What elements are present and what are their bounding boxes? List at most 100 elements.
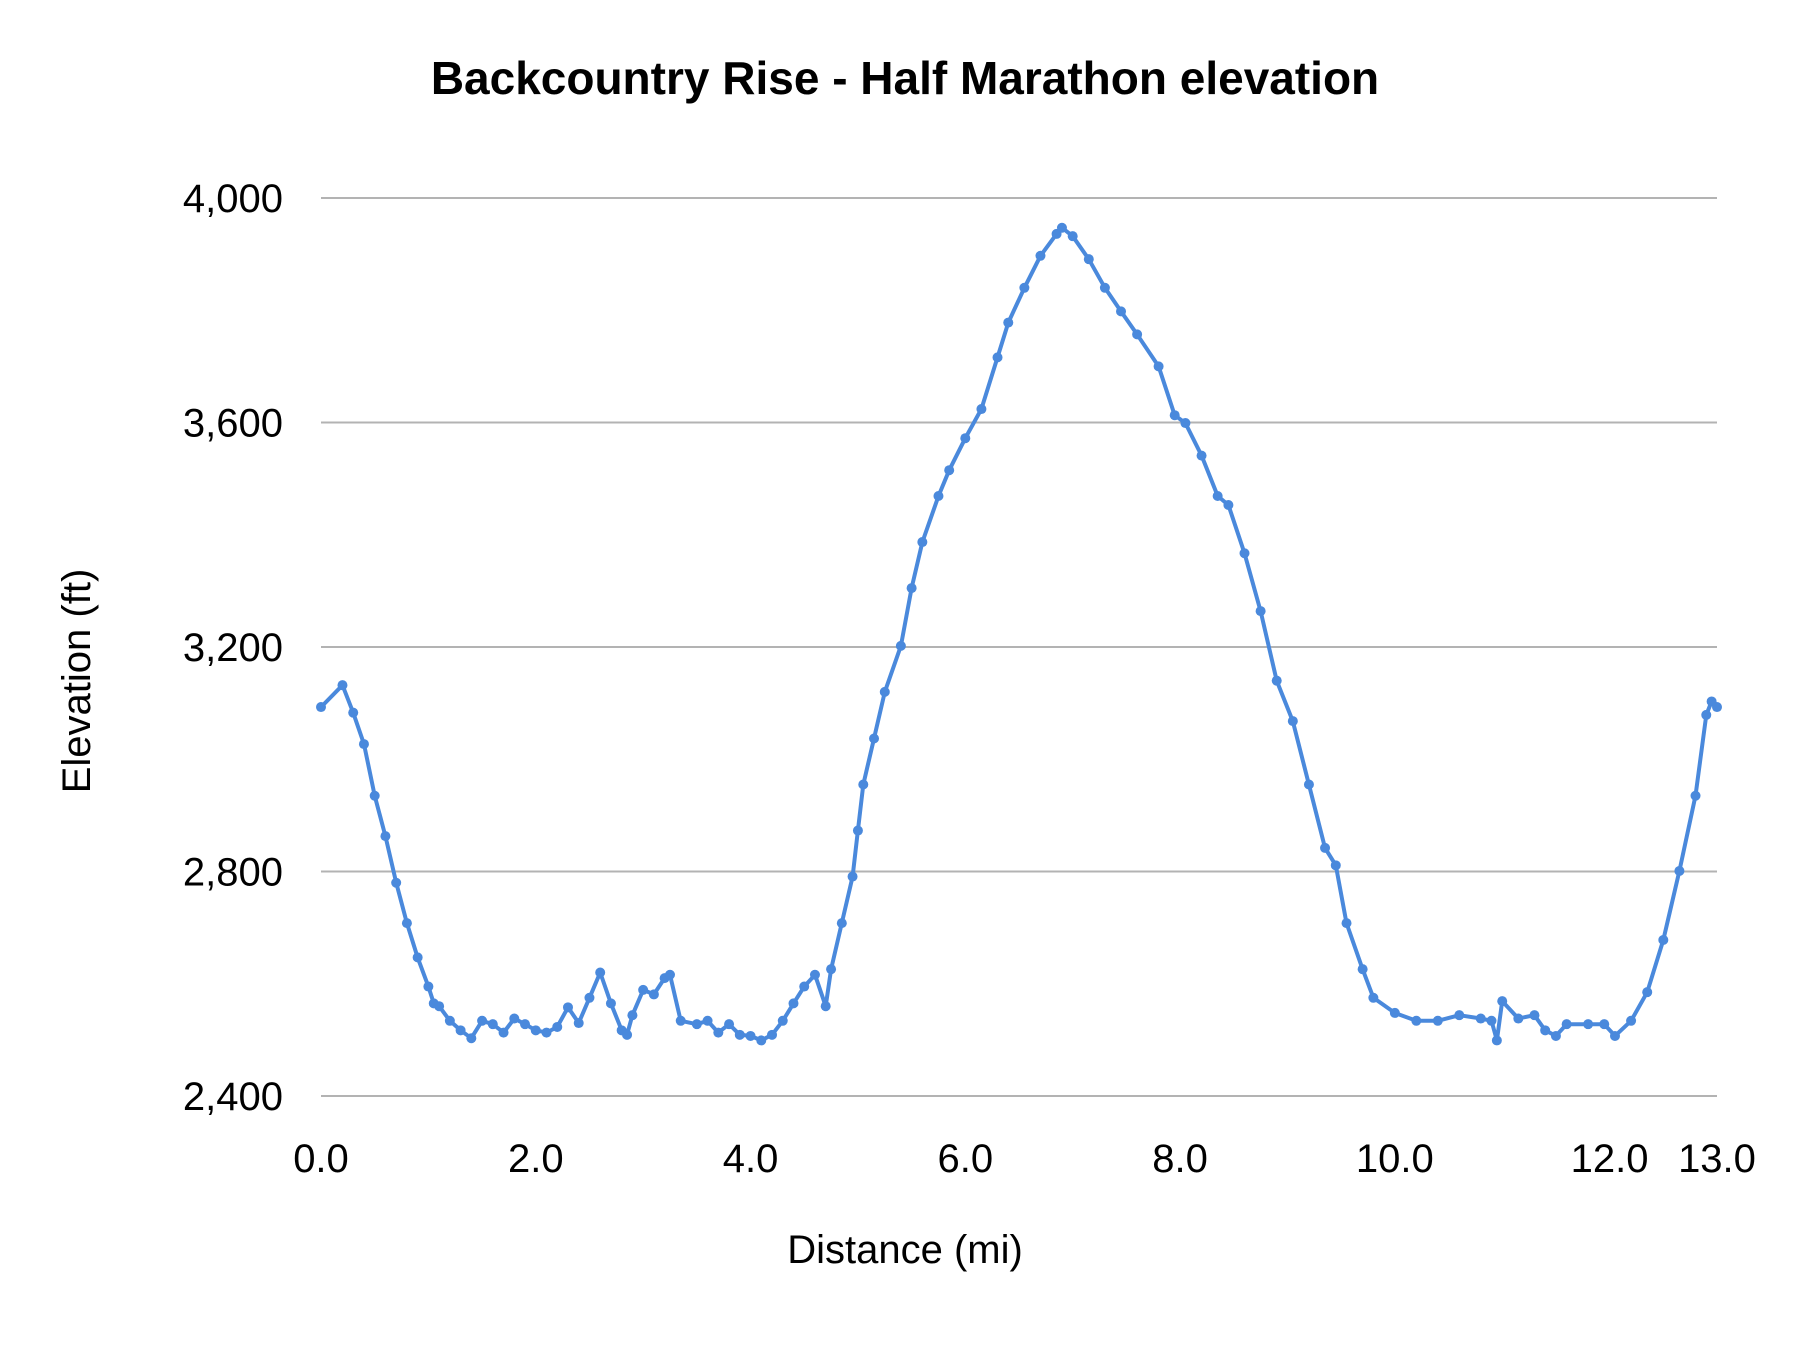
data-point <box>1475 1013 1486 1024</box>
data-point <box>466 1033 477 1044</box>
data-point <box>434 1001 445 1012</box>
data-point <box>799 981 810 992</box>
data-point <box>423 981 434 992</box>
data-point <box>767 1029 778 1040</box>
data-point <box>1561 1019 1572 1030</box>
data-point <box>1454 1010 1465 1021</box>
data-point <box>1491 1035 1502 1046</box>
data-point <box>316 702 326 713</box>
data-point <box>820 1001 831 1012</box>
data-point <box>1497 996 1508 1007</box>
y-tick-label: 2,400 <box>183 1075 283 1119</box>
x-tick-label: 12.0 <box>1571 1137 1649 1181</box>
data-point <box>1486 1015 1497 1026</box>
data-point <box>1019 282 1030 293</box>
data-point <box>1389 1007 1400 1018</box>
data-point <box>627 1010 638 1021</box>
y-tick-label: 4,000 <box>183 177 283 221</box>
data-point <box>552 1021 563 1032</box>
data-point <box>724 1019 735 1030</box>
data-point <box>605 998 616 1009</box>
data-point <box>788 998 799 1009</box>
data-point <box>487 1019 498 1030</box>
data-point <box>455 1025 466 1036</box>
x-tick-label: 2.0 <box>508 1137 564 1181</box>
data-point <box>702 1015 713 1026</box>
data-point <box>1529 1010 1540 1021</box>
data-point <box>1411 1015 1422 1026</box>
data-point <box>1674 865 1685 876</box>
data-point <box>1599 1019 1610 1030</box>
x-tick-label: 13.0 <box>1678 1137 1756 1181</box>
data-point <box>1271 675 1282 686</box>
data-point <box>444 1015 455 1026</box>
data-point <box>1712 702 1722 713</box>
data-point <box>1003 317 1014 328</box>
data-point <box>665 969 675 980</box>
data-point <box>933 491 944 502</box>
data-point <box>1255 606 1266 617</box>
data-point <box>638 984 649 995</box>
data-point <box>869 733 880 744</box>
y-axis-label: Elevation (ft) <box>55 569 99 794</box>
data-point <box>622 1029 633 1040</box>
data-point <box>879 686 890 697</box>
data-point <box>1432 1015 1443 1026</box>
data-point <box>391 877 402 888</box>
data-point <box>836 918 847 929</box>
data-point <box>1212 491 1223 502</box>
data-point <box>595 967 606 978</box>
data-point <box>401 918 412 929</box>
data-point <box>906 583 917 594</box>
data-point <box>1642 987 1653 998</box>
x-tick-label: 8.0 <box>1152 1137 1208 1181</box>
data-point <box>1083 254 1094 265</box>
data-point <box>1196 450 1207 461</box>
data-point <box>498 1027 509 1038</box>
data-point <box>380 831 391 842</box>
data-point <box>1513 1013 1524 1024</box>
data-point <box>691 1019 702 1030</box>
data-point <box>1239 548 1250 559</box>
data-point <box>509 1013 520 1024</box>
data-point <box>412 952 423 963</box>
data-point <box>1132 329 1143 340</box>
x-axis-ticks: 0.0 2.0 4.0 6.0 8.0 10.0 12.0 13.0 <box>293 1137 1756 1181</box>
data-point <box>1056 222 1067 233</box>
x-tick-label: 0.0 <box>293 1137 349 1181</box>
y-axis-ticks: 2,400 2,800 3,200 3,600 4,000 <box>183 177 283 1119</box>
data-point <box>777 1015 788 1026</box>
x-tick-label: 10.0 <box>1356 1137 1434 1181</box>
data-point <box>1357 964 1368 975</box>
data-point <box>826 964 837 975</box>
data-point <box>348 707 359 718</box>
data-point <box>562 1002 573 1013</box>
data-point <box>1690 790 1701 801</box>
data-point <box>713 1027 724 1038</box>
data-point <box>1368 992 1379 1003</box>
data-point <box>895 640 906 651</box>
data-point <box>1330 860 1341 871</box>
data-point <box>369 790 380 801</box>
data-point <box>1540 1025 1551 1036</box>
data-point <box>960 433 971 444</box>
data-point <box>1035 250 1046 261</box>
x-tick-label: 6.0 <box>938 1137 994 1181</box>
data-point <box>1550 1030 1561 1041</box>
chart-title: Backcountry Rise - Half Marathon elevati… <box>431 52 1379 104</box>
data-point <box>530 1025 541 1036</box>
data-point <box>745 1030 756 1041</box>
data-point <box>917 537 928 548</box>
gridlines <box>321 197 1717 1097</box>
data-point <box>944 465 955 476</box>
data-point <box>1223 500 1234 511</box>
data-point <box>573 1018 584 1029</box>
data-point <box>858 779 869 790</box>
series-line <box>319 225 1719 1043</box>
data-point <box>1609 1030 1620 1041</box>
data-point <box>1341 918 1352 929</box>
data-point <box>1626 1015 1637 1026</box>
data-point <box>756 1035 767 1046</box>
data-point <box>358 739 369 750</box>
y-tick-label: 3,200 <box>183 626 283 670</box>
